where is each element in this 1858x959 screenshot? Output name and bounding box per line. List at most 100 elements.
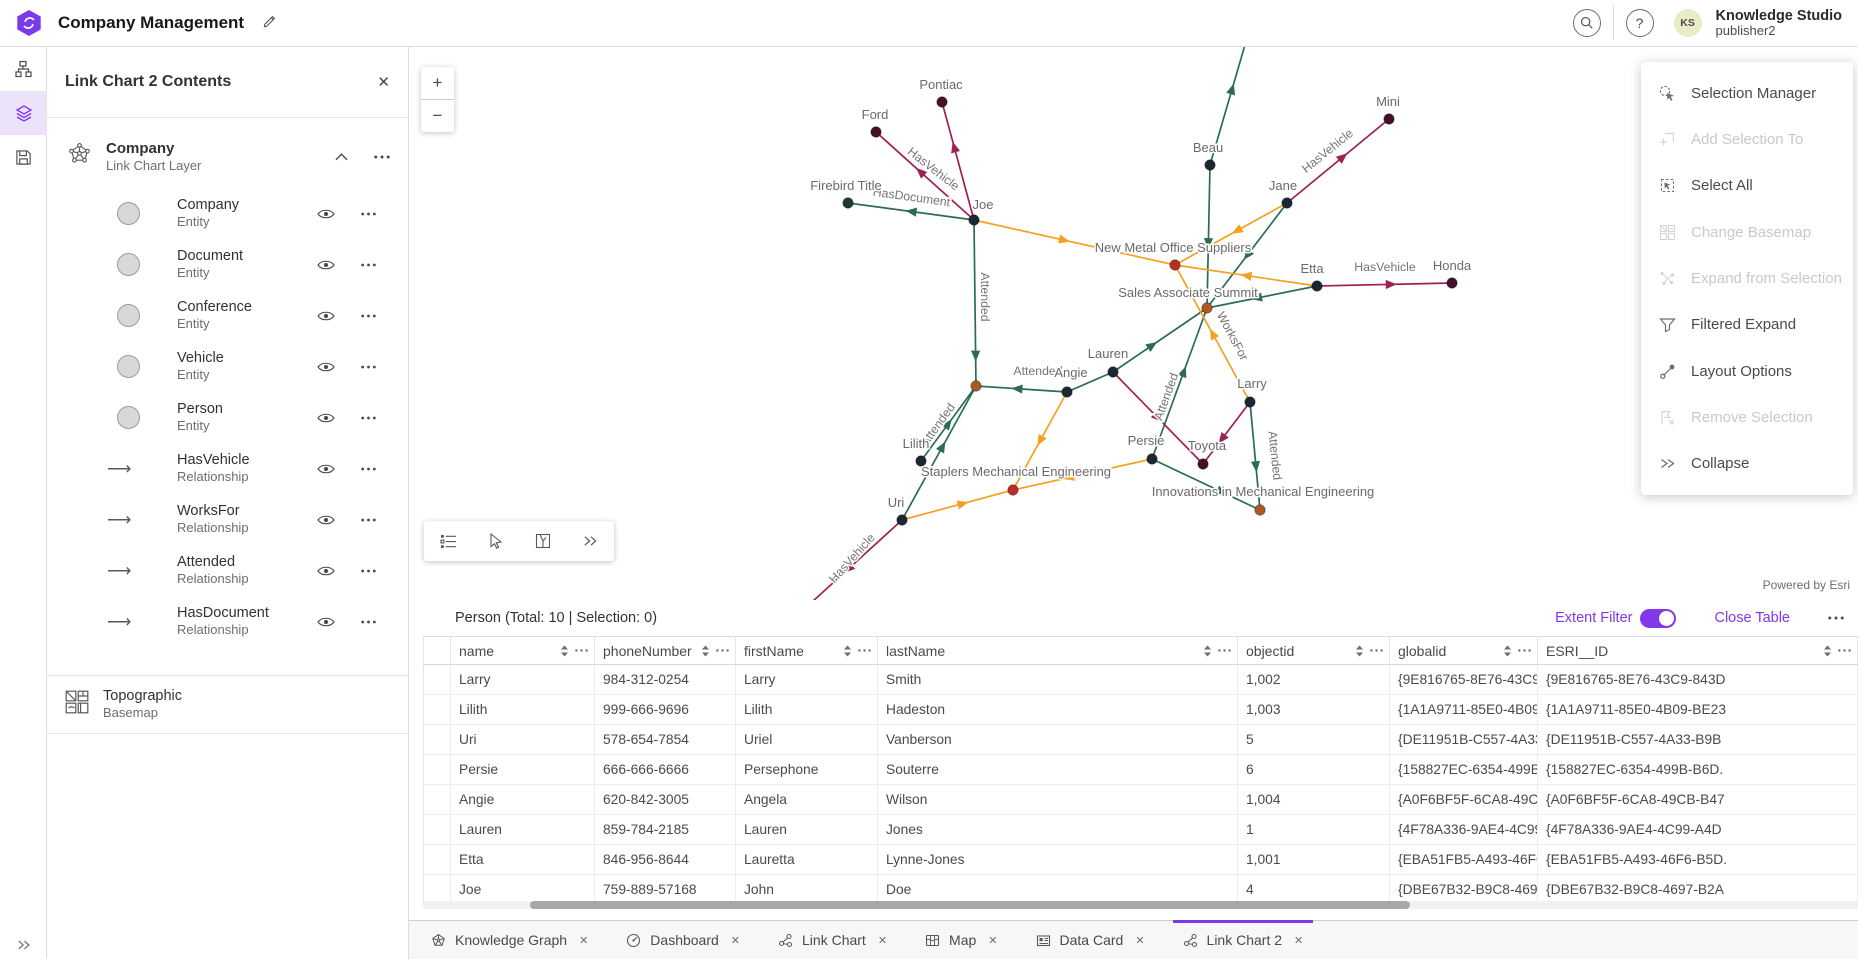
item-options-button[interactable]: [361, 518, 376, 522]
help-button[interactable]: ?: [1625, 9, 1654, 37]
visibility-eye-icon[interactable]: [317, 514, 335, 526]
visibility-eye-icon[interactable]: [317, 412, 335, 424]
more-tools-button[interactable]: [583, 535, 598, 547]
layer-options-button[interactable]: [374, 155, 390, 159]
table-row[interactable]: Uri 578-654-7854 Uriel Vanberson 5 {DE11951B-…: [423, 724, 1858, 755]
sort-icon[interactable]: [701, 645, 710, 657]
search-button[interactable]: [1572, 9, 1601, 37]
table-row[interactable]: Etta 846-956-8644 Lauretta Lynne-Jones 1,001…: [423, 844, 1858, 875]
column-options-icon[interactable]: [1218, 649, 1231, 652]
graph-edge[interactable]: [1209, 47, 1247, 166]
visibility-eye-icon[interactable]: [317, 259, 335, 271]
item-options-button[interactable]: [361, 314, 376, 318]
graph-edge[interactable]: [1316, 282, 1453, 287]
graph-node[interactable]: [968, 214, 980, 226]
graph-edge[interactable]: [1202, 401, 1251, 465]
column-header-firstName[interactable]: firstName: [735, 636, 878, 665]
graph-node[interactable]: [1254, 504, 1266, 516]
item-options-button[interactable]: [361, 416, 376, 420]
column-options-icon[interactable]: [858, 649, 871, 652]
tab-close-icon[interactable]: ✕: [730, 934, 741, 947]
column-options-icon[interactable]: [716, 649, 729, 652]
graph-edge[interactable]: [1286, 118, 1390, 204]
rectangle-select-button[interactable]: [535, 533, 551, 549]
graph-edge[interactable]: [1174, 202, 1288, 266]
column-header-lastName[interactable]: lastName: [877, 636, 1238, 665]
graph-edge[interactable]: [973, 219, 1176, 266]
column-header-name[interactable]: name: [450, 636, 595, 665]
contents-item-person[interactable]: Person Entity: [47, 392, 408, 443]
graph-node[interactable]: [936, 96, 948, 108]
menu-item-filtered-expand[interactable]: Filtered Expand: [1641, 302, 1853, 348]
tab-link-chart[interactable]: Link Chart ✕: [772, 921, 893, 959]
graph-node[interactable]: [1383, 113, 1395, 125]
graph-node[interactable]: [1197, 458, 1209, 470]
graph-node[interactable]: [1007, 484, 1019, 496]
scrollbar-thumb[interactable]: [530, 901, 1410, 909]
link-chart-graph[interactable]: HasVehicleHasDocumentAttendedHasVehicleH…: [409, 47, 1858, 600]
item-options-button[interactable]: [361, 569, 376, 573]
sort-icon[interactable]: [1823, 645, 1832, 657]
close-panel-button[interactable]: ✕: [377, 74, 390, 91]
graph-edge[interactable]: [901, 489, 1014, 521]
table-row[interactable]: Lauren 859-784-2185 Lauren Jones 1 {4F78A336-…: [423, 814, 1858, 845]
graph-node[interactable]: [842, 197, 854, 209]
graph-edge[interactable]: [901, 385, 977, 521]
menu-item-selection-manager[interactable]: Selection Manager: [1641, 70, 1853, 116]
visibility-eye-icon[interactable]: [317, 361, 335, 373]
graph-node[interactable]: [870, 126, 882, 138]
contents-item-hasdocument[interactable]: ⟶ HasDocument Relationship: [47, 596, 408, 647]
graph-node[interactable]: [1146, 453, 1158, 465]
graph-node[interactable]: [1311, 280, 1323, 292]
sort-icon[interactable]: [1503, 645, 1512, 657]
collapse-layer-button[interactable]: [335, 153, 348, 161]
basemap-row[interactable]: Topographic Basemap: [47, 675, 408, 734]
menu-item-collapse[interactable]: Collapse: [1641, 441, 1853, 487]
column-options-icon[interactable]: [1838, 649, 1851, 652]
graph-node[interactable]: [1061, 386, 1073, 398]
avatar[interactable]: KS: [1673, 9, 1702, 37]
visibility-eye-icon[interactable]: [317, 310, 335, 322]
graph-edge[interactable]: [1066, 371, 1114, 393]
sort-icon[interactable]: [560, 645, 569, 657]
column-options-icon[interactable]: [1518, 649, 1531, 652]
rail-item-data-model[interactable]: [0, 47, 47, 91]
graph-node[interactable]: [915, 455, 927, 467]
contents-item-company[interactable]: Company Entity: [47, 188, 408, 239]
graph-node[interactable]: [1244, 396, 1256, 408]
tab-close-icon[interactable]: ✕: [877, 934, 888, 947]
pointer-select-button[interactable]: [489, 533, 503, 549]
graph-edge[interactable]: [1151, 307, 1208, 460]
tab-close-icon[interactable]: ✕: [1135, 934, 1145, 947]
graph-node[interactable]: [1204, 159, 1216, 171]
visibility-eye-icon[interactable]: [317, 208, 335, 220]
graph-node[interactable]: [970, 380, 982, 392]
zoom-in-button[interactable]: +: [421, 67, 454, 99]
table-row[interactable]: Angie 620-842-3005 Angela Wilson 1,004 {A0F6B…: [423, 784, 1858, 815]
app-logo-icon[interactable]: [17, 10, 41, 36]
contents-item-vehicle[interactable]: Vehicle Entity: [47, 341, 408, 392]
graph-edge[interactable]: [875, 131, 975, 221]
column-options-icon[interactable]: [1370, 649, 1383, 652]
graph-node[interactable]: [1169, 259, 1181, 271]
graph-edge[interactable]: [1151, 458, 1261, 511]
menu-item-select-all[interactable]: Select All: [1641, 163, 1853, 209]
visibility-eye-icon[interactable]: [317, 565, 335, 577]
column-header-esri_id[interactable]: ESRI__ID: [1537, 636, 1858, 665]
graph-node[interactable]: [1281, 197, 1293, 209]
table-options-button[interactable]: [1828, 616, 1844, 620]
column-header-phoneNumber[interactable]: phoneNumber: [594, 636, 736, 665]
contents-item-conference[interactable]: Conference Entity: [47, 290, 408, 341]
sort-icon[interactable]: [1203, 645, 1212, 657]
graph-edge[interactable]: [1206, 164, 1211, 309]
account-info[interactable]: Knowledge Studio publisher2: [1716, 8, 1842, 38]
contents-item-document[interactable]: Document Entity: [47, 239, 408, 290]
link-chart-canvas[interactable]: HasVehicle HasDocument Attended HasVehicle H…: [409, 47, 1858, 600]
tab-dashboard[interactable]: Dashboard ✕: [620, 921, 746, 959]
table-row[interactable]: Lilith 999-666-9696 Lilith Hadeston 1,003 {1A…: [423, 694, 1858, 725]
graph-edge[interactable]: [1206, 285, 1318, 309]
edit-title-button[interactable]: [262, 14, 277, 32]
menu-item-layout-options[interactable]: Layout Options: [1641, 348, 1853, 394]
graph-node[interactable]: [1201, 302, 1213, 314]
tab-data-card[interactable]: Data Card ✕: [1030, 921, 1151, 959]
